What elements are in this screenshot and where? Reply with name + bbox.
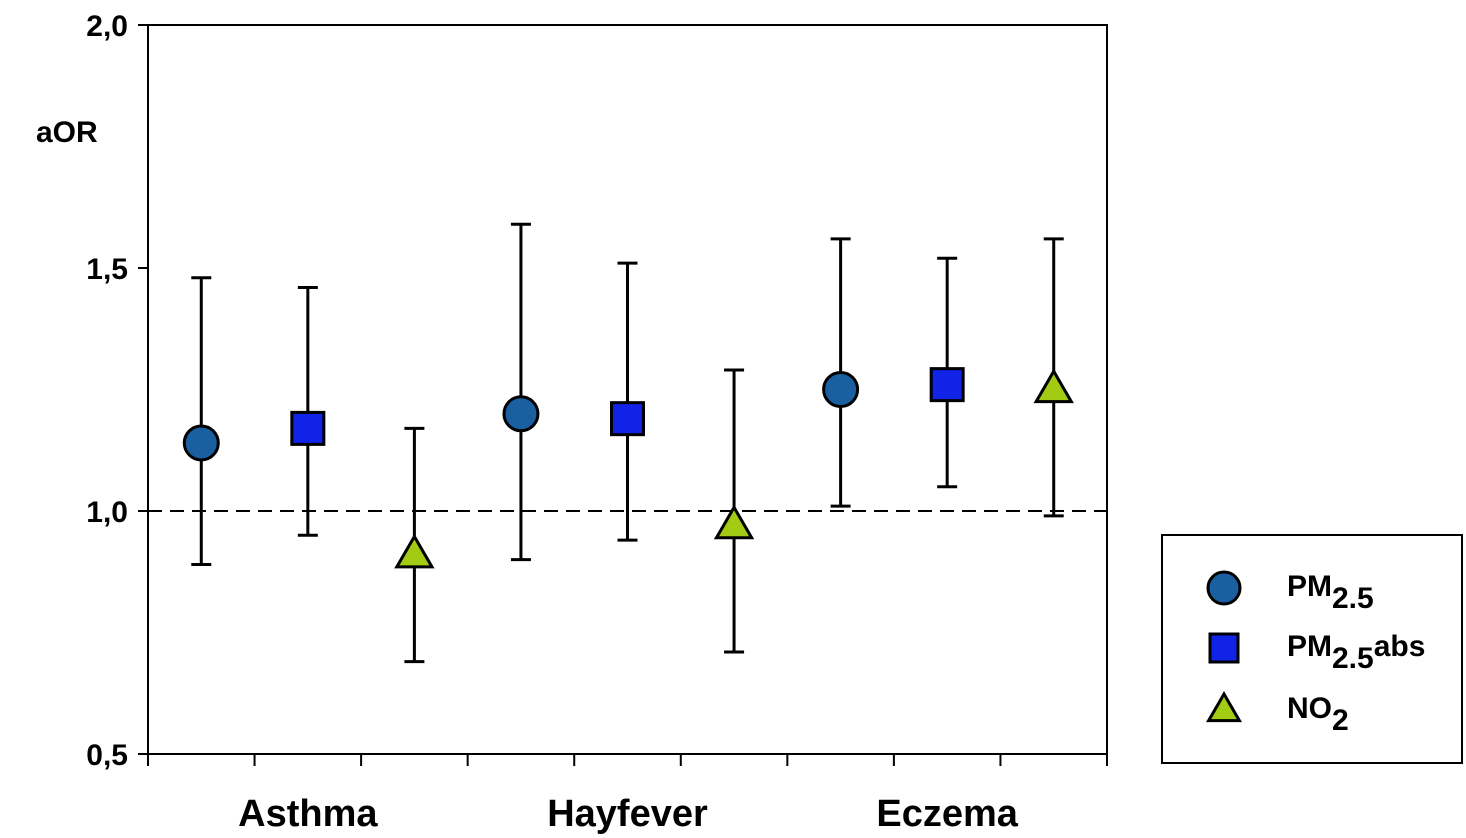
legend-label-sub: 2.5 [1332,582,1374,615]
data-point-square [610,401,645,437]
y-tick-label: 1,5 [86,253,128,286]
legend-label-main: PM [1287,630,1332,663]
data-point-group [502,222,540,562]
data-point-group [290,285,326,537]
data-point-circle [182,424,220,462]
data-point-square [290,410,326,446]
legend-label: PM2.5abs [1287,630,1425,675]
x-category-label: Asthma [238,793,378,835]
data-point-group [1033,237,1074,518]
legend-label-sub: 2.5 [1332,642,1374,675]
data-point-circle [822,371,860,408]
plot-frame [147,24,1108,755]
x-category-label: Eczema [876,793,1018,835]
legend-marker-circle [1206,570,1242,606]
data-point-group [182,276,220,566]
plot-area: 0,5 1,0 1,5 2,0 aOR Asthma Hayfever Eczema [36,10,1108,835]
legend-label-suffix: abs [1374,630,1426,663]
y-tick-label: 1,0 [86,496,128,529]
x-category-label: Hayfever [547,793,708,835]
data-point-group [929,256,965,489]
legend-label-sub: 2 [1332,704,1349,737]
data-point-triangle [1033,368,1074,404]
legend-label-main: NO [1287,692,1332,725]
legend-label: NO2 [1287,692,1349,737]
legend-entry: PM2.5abs [1208,630,1425,675]
data-point-triangle [394,533,435,569]
legend-marker-square [1208,632,1240,664]
data-point-group [394,426,435,664]
legend-marker-triangle [1205,691,1243,723]
y-tick-label: 0,5 [86,739,128,772]
data-point-triangle [713,504,755,540]
legend-label-main: PM [1287,570,1332,603]
data-point-square [929,367,965,403]
data-point-group [822,237,860,508]
data-point-group [713,368,755,654]
y-axis-label: aOR [36,116,98,149]
legend-label: PM2.5 [1287,570,1374,615]
data-point-group [610,261,645,542]
y-tick-label: 2,0 [86,10,128,43]
data-point-circle [502,395,540,433]
legend-entry: PM2.5 [1206,570,1374,615]
legend-entry: NO2 [1205,691,1349,737]
